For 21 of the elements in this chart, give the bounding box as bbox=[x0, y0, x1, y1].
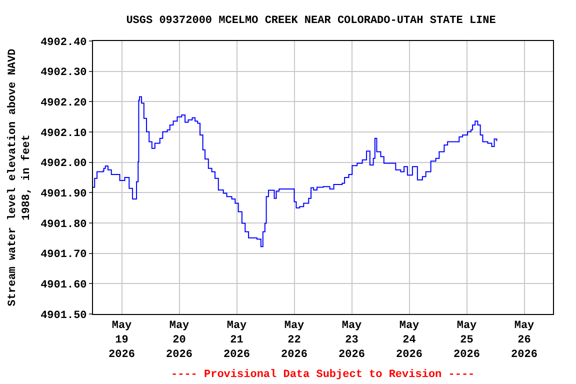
y-axis-title: Stream water level elevation above NAVD 1988, in feet bbox=[6, 48, 34, 306]
y-tick-label: 4901.50 bbox=[40, 310, 87, 322]
x-tick-label: May 24 2026 bbox=[396, 320, 422, 361]
y-tick-label: 4902.00 bbox=[40, 158, 87, 170]
y-tick-label: 4902.40 bbox=[40, 36, 87, 49]
x-tick-label: May 23 2026 bbox=[338, 320, 365, 361]
y-tick-label: 4902.10 bbox=[40, 128, 87, 140]
y-tick-label: 4902.20 bbox=[40, 98, 87, 110]
y-tick-label: 4901.60 bbox=[40, 280, 87, 292]
x-tick-label: May 20 2026 bbox=[166, 320, 192, 361]
x-tick-label: May 26 2026 bbox=[511, 320, 538, 361]
y-tick-label: 4901.80 bbox=[40, 218, 87, 231]
text: ---- Provisional Data Subject to Revision ---- bbox=[171, 369, 475, 381]
x-tick-label: May 22 2026 bbox=[281, 320, 308, 361]
y-tick-label: 4902.30 bbox=[40, 67, 87, 80]
x-tick-label: May 19 2026 bbox=[108, 320, 135, 361]
chart-title: USGS 09372000 MCELMO CREEK NEAR COLORADO-UTAH STATE LINE bbox=[126, 15, 496, 28]
x-tick-label: May 25 2026 bbox=[454, 320, 480, 361]
y-tick-label: 4901.90 bbox=[40, 188, 87, 201]
y-tick-label: 4901.70 bbox=[40, 249, 87, 262]
x-tick-label: May 21 2026 bbox=[224, 320, 250, 361]
